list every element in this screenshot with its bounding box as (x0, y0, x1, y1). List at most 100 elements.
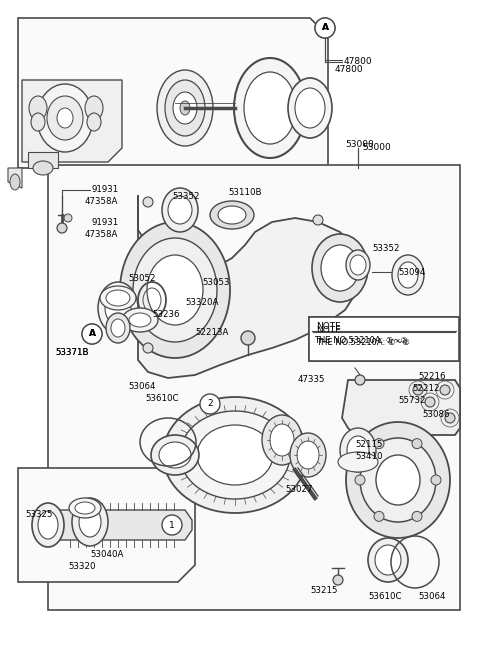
Text: 52212: 52212 (412, 384, 440, 393)
Text: 53064: 53064 (128, 382, 156, 391)
Text: 2: 2 (207, 400, 213, 409)
Circle shape (412, 512, 422, 521)
Text: 47800: 47800 (335, 65, 364, 74)
Ellipse shape (79, 507, 101, 537)
Ellipse shape (376, 455, 420, 505)
Circle shape (64, 214, 72, 222)
Circle shape (143, 343, 153, 353)
Ellipse shape (106, 290, 130, 306)
Ellipse shape (398, 262, 418, 288)
Ellipse shape (120, 222, 230, 358)
Ellipse shape (392, 255, 424, 295)
Text: THE NO.53210A: ①~②: THE NO.53210A: ①~② (314, 336, 408, 345)
Ellipse shape (147, 255, 203, 325)
Text: A: A (88, 329, 96, 339)
Ellipse shape (32, 503, 64, 547)
Ellipse shape (106, 313, 130, 343)
Text: 53094: 53094 (398, 268, 425, 277)
Ellipse shape (163, 397, 307, 513)
Circle shape (143, 197, 153, 207)
Text: 55732: 55732 (398, 396, 425, 405)
Circle shape (440, 385, 450, 395)
Text: 53215: 53215 (310, 586, 337, 595)
Text: 52213A: 52213A (195, 328, 228, 337)
Ellipse shape (72, 498, 108, 546)
Text: 53027: 53027 (285, 485, 312, 494)
Text: THE NO.53210A: ①~②: THE NO.53210A: ①~② (316, 338, 410, 347)
Circle shape (425, 397, 435, 407)
Ellipse shape (312, 234, 368, 302)
Ellipse shape (69, 498, 101, 518)
Text: 53352: 53352 (372, 244, 399, 253)
Text: 53325: 53325 (25, 510, 52, 519)
Polygon shape (22, 80, 122, 162)
Text: 53352: 53352 (172, 192, 200, 201)
Ellipse shape (234, 58, 306, 158)
Circle shape (355, 375, 365, 385)
Ellipse shape (122, 308, 158, 332)
Ellipse shape (350, 255, 366, 275)
Ellipse shape (165, 80, 205, 136)
FancyBboxPatch shape (309, 317, 459, 361)
Ellipse shape (321, 245, 359, 291)
Text: 53110B: 53110B (228, 188, 262, 197)
Circle shape (431, 475, 441, 485)
Text: 47358A: 47358A (85, 198, 119, 206)
Text: 53410: 53410 (355, 452, 383, 461)
Text: 53371B: 53371B (55, 348, 88, 357)
Ellipse shape (100, 286, 136, 310)
Ellipse shape (159, 442, 191, 468)
FancyBboxPatch shape (309, 317, 459, 361)
Text: 53610C: 53610C (145, 394, 179, 403)
Circle shape (82, 324, 102, 344)
Ellipse shape (180, 411, 290, 499)
Ellipse shape (38, 511, 58, 539)
Ellipse shape (347, 436, 369, 464)
Circle shape (82, 324, 102, 344)
Circle shape (374, 512, 384, 521)
Text: 53320A: 53320A (185, 298, 218, 307)
Circle shape (315, 18, 335, 38)
Polygon shape (48, 165, 460, 610)
Ellipse shape (157, 70, 213, 146)
Text: 91931: 91931 (92, 218, 119, 227)
Circle shape (445, 413, 455, 423)
Ellipse shape (10, 174, 20, 190)
Circle shape (412, 439, 422, 449)
Ellipse shape (197, 425, 273, 485)
Circle shape (374, 439, 384, 449)
Ellipse shape (346, 250, 370, 280)
Circle shape (241, 331, 255, 345)
Circle shape (57, 223, 67, 233)
Text: A: A (88, 329, 96, 339)
Text: A: A (322, 24, 328, 33)
Text: 52216: 52216 (418, 372, 445, 381)
Ellipse shape (340, 428, 376, 472)
Text: 53053: 53053 (202, 278, 229, 287)
Circle shape (333, 575, 343, 585)
Text: 52115: 52115 (355, 440, 383, 449)
Text: 53052: 53052 (128, 274, 156, 283)
Ellipse shape (270, 424, 294, 456)
Ellipse shape (85, 96, 103, 120)
Ellipse shape (346, 422, 450, 538)
Text: NOTE: NOTE (316, 322, 341, 331)
Polygon shape (18, 468, 195, 582)
Text: 53040A: 53040A (90, 550, 123, 559)
Text: 53064: 53064 (418, 592, 445, 601)
Ellipse shape (180, 101, 190, 115)
Ellipse shape (29, 96, 47, 120)
Ellipse shape (47, 96, 83, 140)
Polygon shape (138, 195, 362, 378)
Ellipse shape (31, 113, 45, 131)
Ellipse shape (133, 238, 217, 342)
Text: 53000: 53000 (362, 143, 391, 153)
Circle shape (162, 515, 182, 535)
Ellipse shape (162, 188, 198, 232)
Ellipse shape (244, 72, 296, 144)
Circle shape (413, 385, 423, 395)
Text: NOTE: NOTE (316, 326, 341, 335)
Ellipse shape (151, 435, 199, 475)
Polygon shape (48, 510, 192, 540)
Circle shape (315, 18, 335, 38)
